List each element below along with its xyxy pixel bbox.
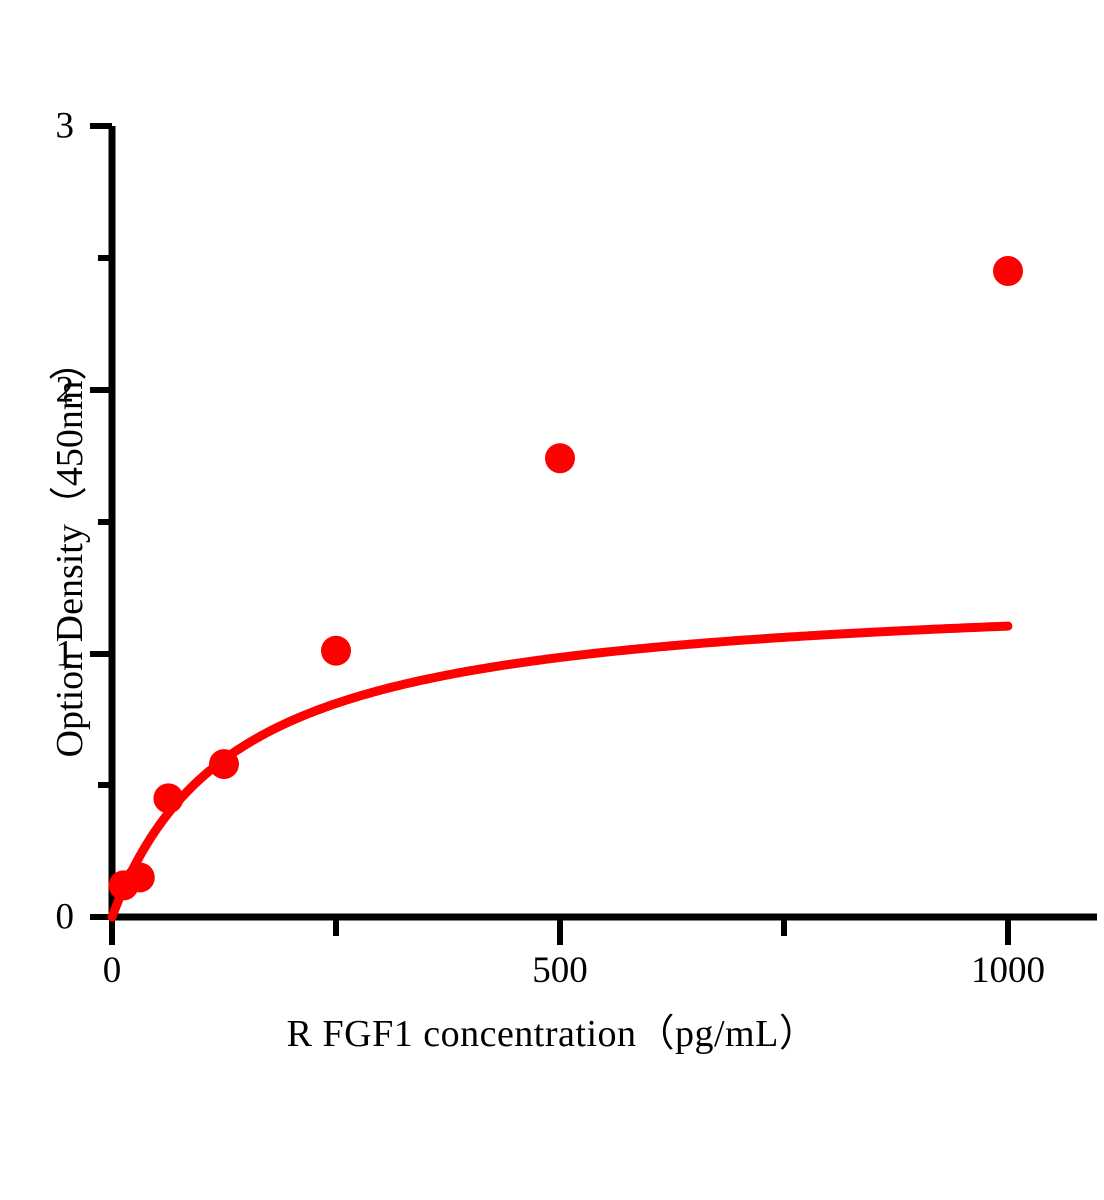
x-tick-label-500: 500: [532, 950, 588, 991]
data-point: [124, 862, 155, 893]
y-axis-minor-ticks: [98, 255, 112, 788]
y-tick-label-3: 3: [55, 105, 75, 147]
y-tick-label-1: 1: [55, 633, 75, 675]
fitted-curve: [107, 621, 1013, 922]
y-tick-label-0: 0: [55, 896, 75, 938]
y-tick-label-2: 2: [55, 369, 75, 411]
data-point-group: [108, 256, 1023, 901]
data-point: [321, 635, 351, 666]
x-tick-label-0: 0: [102, 950, 122, 991]
x-axis-major-ticks: [109, 917, 1011, 945]
x-tick-label-1000: 1000: [971, 950, 1045, 991]
data-point: [993, 256, 1023, 287]
x-axis-minor-ticks: [333, 917, 787, 936]
data-point: [209, 749, 239, 780]
x-axis-title: R FGF1 concentration（pg/mL）: [286, 1013, 818, 1055]
y-axis-major-ticks: [90, 123, 112, 920]
data-point: [545, 443, 575, 474]
data-point: [153, 783, 184, 814]
